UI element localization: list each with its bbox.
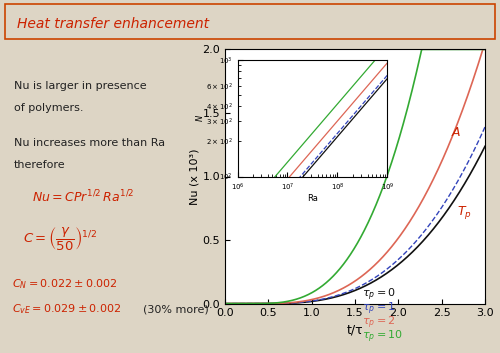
Text: A: A — [452, 126, 460, 139]
Text: $C_{vE} = 0.029 \pm 0.002$: $C_{vE} = 0.029 \pm 0.002$ — [12, 302, 120, 316]
Text: $\tau_p=10$: $\tau_p=10$ — [362, 329, 403, 345]
Text: $C_N = 0.022 \pm 0.002$: $C_N = 0.022 \pm 0.002$ — [12, 277, 118, 291]
Text: Heat transfer enhancement: Heat transfer enhancement — [17, 17, 210, 31]
Y-axis label: Nu (x 10³): Nu (x 10³) — [190, 148, 200, 205]
Text: $\tau_p=1$: $\tau_p=1$ — [362, 301, 396, 317]
Text: Nu increases more than Ra: Nu increases more than Ra — [14, 138, 165, 148]
Text: $\tau_p=0$: $\tau_p=0$ — [362, 287, 396, 303]
Text: $C = \left(\dfrac{\gamma}{50}\right)^{1/2}$: $C = \left(\dfrac{\gamma}{50}\right)^{1/… — [23, 226, 98, 252]
Text: T$_p$: T$_p$ — [458, 204, 472, 221]
X-axis label: t/τ: t/τ — [346, 324, 364, 337]
Text: $\tau_p=2$: $\tau_p=2$ — [362, 315, 396, 331]
Text: of polymers.: of polymers. — [14, 103, 84, 113]
Y-axis label: N: N — [196, 115, 204, 121]
Text: Nu is larger in presence: Nu is larger in presence — [14, 81, 146, 91]
Text: $Nu = CPr^{1/2}\,Ra^{1/2}$: $Nu = CPr^{1/2}\,Ra^{1/2}$ — [32, 189, 134, 205]
Text: therefore: therefore — [14, 160, 66, 170]
X-axis label: Ra: Ra — [307, 194, 318, 203]
Text: (30% more): (30% more) — [142, 304, 208, 314]
